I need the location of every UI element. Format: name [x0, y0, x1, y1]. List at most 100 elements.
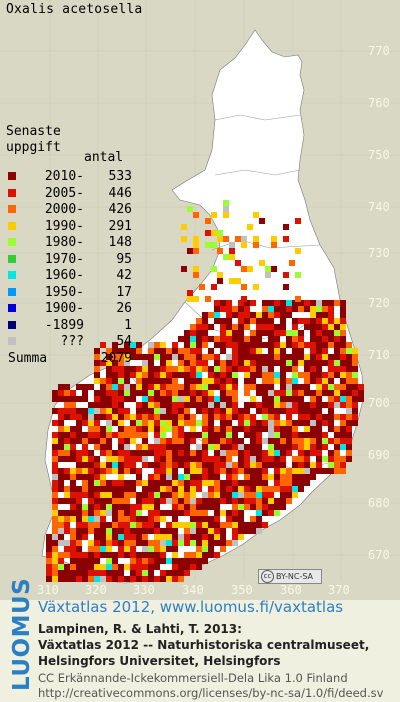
- occurrence-cell: [226, 450, 232, 456]
- occurrence-cell: [52, 522, 58, 528]
- occurrence-cell: [88, 480, 94, 486]
- occurrence-cell: [340, 468, 346, 474]
- occurrence-cell: [166, 540, 172, 546]
- occurrence-cell: [130, 366, 136, 372]
- occurrence-cell: [292, 456, 298, 462]
- occurrence-cell: [142, 408, 148, 414]
- occurrence-cell: [154, 390, 160, 396]
- occurrence-cell: [196, 510, 202, 516]
- occurrence-cell: [112, 528, 118, 534]
- occurrence-cell: [142, 546, 148, 552]
- occurrence-cell: [346, 432, 352, 438]
- license-url[interactable]: http://creativecommons.org/licenses/by-n…: [38, 686, 384, 700]
- occurrence-cell: [82, 576, 88, 582]
- occurrence-cell: [100, 438, 106, 444]
- occurrence-cell: [166, 546, 172, 552]
- occurrence-cell: [268, 372, 274, 378]
- occurrence-cell: [187, 296, 193, 302]
- occurrence-cell: [112, 564, 118, 570]
- occurrence-cell: [334, 348, 340, 354]
- occurrence-cell: [193, 266, 199, 272]
- occurrence-cell: [292, 348, 298, 354]
- occurrence-cell: [118, 504, 124, 510]
- occurrence-cell: [310, 306, 316, 312]
- occurrence-cell: [76, 558, 82, 564]
- occurrence-cell: [160, 366, 166, 372]
- occurrence-cell: [166, 390, 172, 396]
- occurrence-cell: [208, 420, 214, 426]
- occurrence-cell: [142, 528, 148, 534]
- occurrence-cell: [328, 408, 334, 414]
- occurrence-cell: [160, 408, 166, 414]
- occurrence-cell: [166, 348, 172, 354]
- occurrence-cell: [292, 378, 298, 384]
- occurrence-cell: [46, 546, 52, 552]
- occurrence-cell: [148, 576, 154, 582]
- occurrence-cell: [334, 390, 340, 396]
- occurrence-cell: [238, 414, 244, 420]
- occurrence-cell: [328, 336, 334, 342]
- legend-count: 426: [108, 202, 132, 217]
- occurrence-cell: [172, 414, 178, 420]
- occurrence-cell: [304, 300, 310, 306]
- occurrence-cell: [202, 468, 208, 474]
- occurrence-cell: [202, 426, 208, 432]
- legend-row: 1990- 291: [6, 219, 146, 236]
- occurrence-cell: [184, 390, 190, 396]
- occurrence-cell: [148, 426, 154, 432]
- occurrence-cell: [304, 384, 310, 390]
- occurrence-cell: [142, 540, 148, 546]
- occurrence-cell: [358, 384, 364, 390]
- occurrence-cell: [208, 474, 214, 480]
- occurrence-cell: [196, 564, 202, 570]
- occurrence-cell: [190, 372, 196, 378]
- occurrence-cell: [64, 510, 70, 516]
- occurrence-cell: [190, 468, 196, 474]
- occurrence-cell: [262, 390, 268, 396]
- citation-line-3: Helsingfors Universitet, Helsingfors: [38, 654, 281, 668]
- atlas-link[interactable]: Växtatlas 2012, www.luomus.fi/vaxtatlas: [38, 598, 344, 616]
- occurrence-cell: [220, 348, 226, 354]
- occurrence-cell: [322, 456, 328, 462]
- occurrence-cell: [118, 474, 124, 480]
- occurrence-cell: [196, 366, 202, 372]
- occurrence-cell: [118, 360, 124, 366]
- map-canvas: [41, 29, 364, 584]
- cc-license-badge[interactable]: cc BY-NC-SA: [258, 569, 322, 584]
- occurrence-cell: [172, 390, 178, 396]
- occurrence-cell: [268, 390, 274, 396]
- occurrence-cell: [340, 396, 346, 402]
- occurrence-cell: [118, 492, 124, 498]
- occurrence-cell: [70, 486, 76, 492]
- occurrence-cell: [58, 480, 64, 486]
- occurrence-cell: [322, 414, 328, 420]
- occurrence-cell: [172, 432, 178, 438]
- occurrence-cell: [292, 318, 298, 324]
- occurrence-cell: [154, 462, 160, 468]
- occurrence-cell: [64, 444, 70, 450]
- occurrence-cell: [148, 480, 154, 486]
- occurrence-cell: [352, 354, 358, 360]
- occurrence-cell: [76, 408, 82, 414]
- occurrence-cell: [292, 474, 298, 480]
- occurrence-cell: [226, 540, 232, 546]
- occurrence-cell: [160, 546, 166, 552]
- occurrence-cell: [214, 384, 220, 390]
- occurrence-cell: [274, 378, 280, 384]
- occurrence-cell: [112, 456, 118, 462]
- occurrence-cell: [256, 408, 262, 414]
- occurrence-cell: [346, 420, 352, 426]
- occurrence-cell: [112, 486, 118, 492]
- occurrence-cell: [130, 540, 136, 546]
- occurrence-cell: [52, 468, 58, 474]
- occurrence-cell: [280, 366, 286, 372]
- occurrence-cell: [232, 450, 238, 456]
- occurrence-cell: [316, 414, 322, 420]
- occurrence-cell: [100, 504, 106, 510]
- occurrence-cell: [190, 486, 196, 492]
- occurrence-cell: [340, 420, 346, 426]
- legend-swatch: [8, 238, 16, 246]
- occurrence-cell: [286, 426, 292, 432]
- occurrence-cell: [334, 336, 340, 342]
- occurrence-cell: [178, 438, 184, 444]
